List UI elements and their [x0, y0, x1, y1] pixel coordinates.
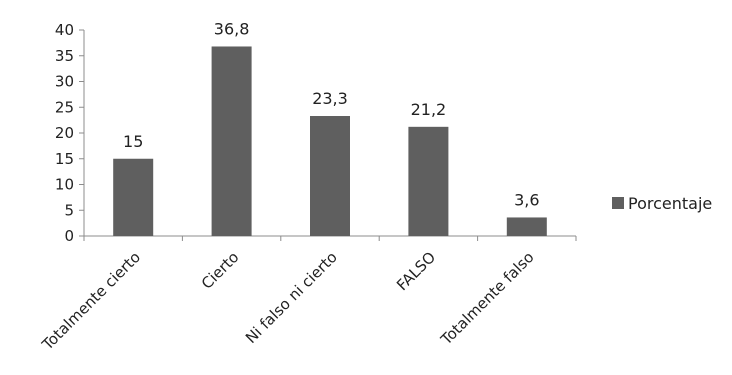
data-label: 36,8	[214, 19, 250, 38]
y-tick-label: 5	[64, 201, 74, 219]
category-label: Ni falso ni cierto	[242, 248, 341, 347]
data-label: 3,6	[514, 190, 539, 209]
bar	[211, 46, 252, 237]
y-tick-label: 20	[55, 124, 74, 142]
data-labels: 15 36,8 23,3 21,2 3,6	[123, 19, 540, 209]
bars	[113, 46, 547, 237]
legend: Porcentaje	[612, 194, 712, 213]
bar	[506, 217, 547, 236]
y-tick-label: 25	[55, 98, 74, 116]
y-axis: 0 5 10 15 20 25 30 35 40	[55, 21, 85, 245]
legend-label: Porcentaje	[628, 194, 712, 213]
category-label: Cierto	[198, 248, 243, 293]
data-label: 21,2	[411, 100, 447, 119]
bar	[310, 116, 350, 236]
y-tick-label: 30	[55, 73, 74, 91]
y-tick-label: 35	[55, 47, 74, 65]
data-label: 23,3	[312, 89, 348, 108]
y-tick-label: 10	[55, 176, 74, 194]
y-tick-label: 15	[55, 150, 74, 168]
y-tick-label: 40	[55, 21, 74, 39]
x-axis	[83, 235, 577, 241]
bar	[408, 126, 449, 236]
category-label: Totalmente falso	[437, 248, 538, 349]
data-label: 15	[123, 132, 143, 151]
category-labels: Totalmente cierto Cierto Ni falso ni ciert…	[38, 248, 538, 354]
legend-swatch	[612, 197, 624, 209]
category-label: Totalmente cierto	[38, 248, 144, 354]
bar	[113, 158, 154, 236]
category-label: FALSO	[393, 248, 439, 294]
y-tick-label: 0	[64, 227, 74, 245]
